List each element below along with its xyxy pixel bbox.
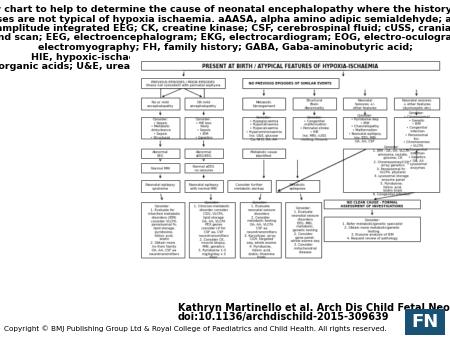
Text: Copyright © BMJ Publishing Group Ltd & Royal College of Paediatrics and Child He: Copyright © BMJ Publishing Group Ltd & R… [4, 325, 387, 332]
Text: Kathryn Martinello et al. Arch Dis Child Fetal Neonatal Ed: Kathryn Martinello et al. Arch Dis Child… [178, 303, 450, 313]
Text: ultrasound scan; EEG, electroencephalogram; EKG, electrocardiogram; EOG, electro: ultrasound scan; EEG, electroencephalogr… [0, 33, 450, 43]
Text: doi:10.1136/archdischild-2015-309639: doi:10.1136/archdischild-2015-309639 [178, 312, 390, 322]
Text: HIE, hypoxic-ischaemic encephalopathy; IV, intravenous; NH3, ammonia;: HIE, hypoxic-ischaemic encephalopathy; I… [31, 52, 419, 62]
Text: courses are not typical of hypoxia ischaemia. aAASA, alpha amino adipic semialde: courses are not typical of hypoxia ischa… [0, 15, 450, 24]
Text: Flow chart to help to determine the cause of neonatal encephalopathy where the h: Flow chart to help to determine the caus… [0, 5, 450, 14]
Text: OA, organic acids; U&E, urea and electrolytes; WBC, white blood cell count; VLCF: OA, organic acids; U&E, urea and electro… [0, 62, 450, 71]
Text: electromyography; FH, family history; GABA, Gaba-aminobutyric acid;: electromyography; FH, family history; GA… [37, 43, 413, 52]
Text: amplitude integrated EEG; CK, creatine kinase; CSF, cerebrospinal fluid; cUSS, c: amplitude integrated EEG; CK, creatine k… [0, 24, 450, 33]
Text: FN: FN [411, 313, 439, 331]
FancyBboxPatch shape [405, 309, 445, 335]
